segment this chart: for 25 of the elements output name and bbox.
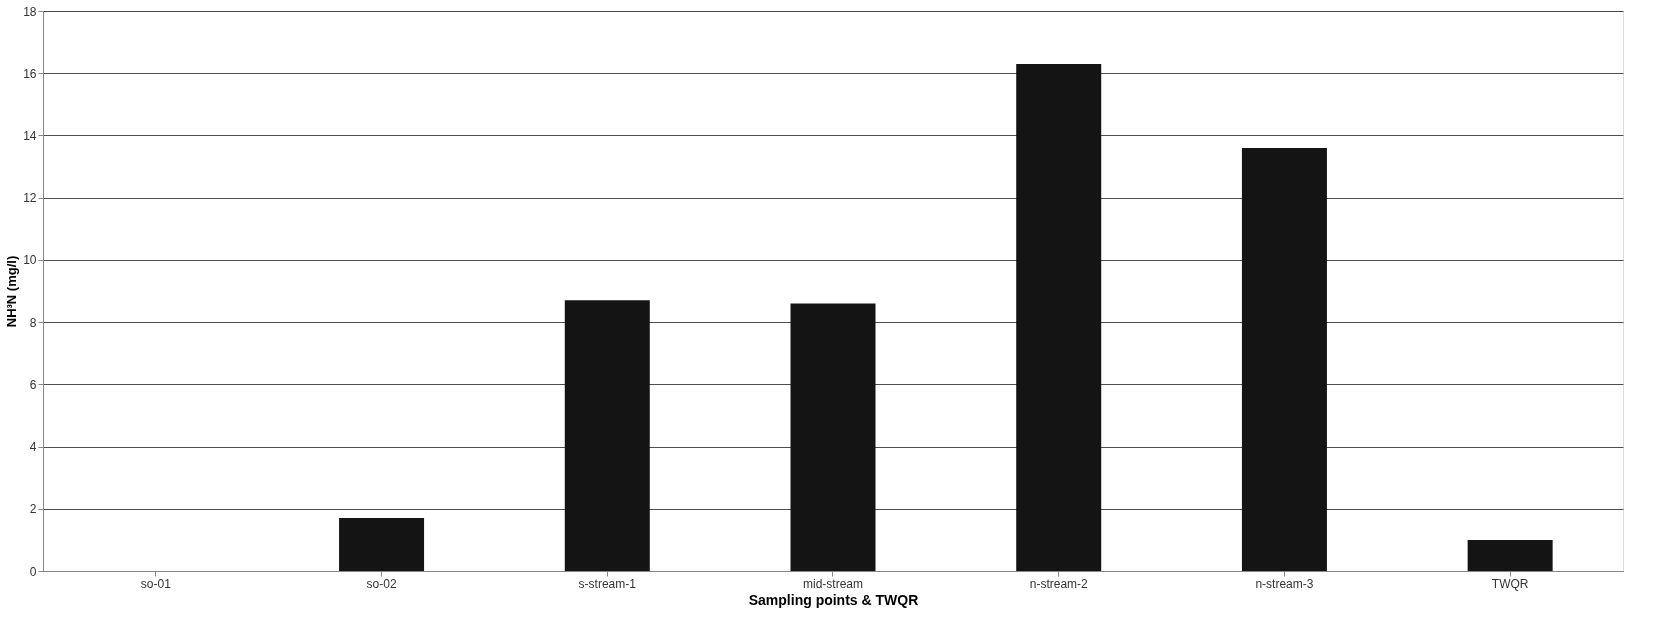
y-tick-label: 6 <box>29 377 37 392</box>
bar <box>1241 147 1327 571</box>
bar <box>564 300 650 571</box>
y-tick-label: 8 <box>29 315 37 330</box>
x-tick-label: mid-stream <box>802 576 864 591</box>
y-tick-label: 12 <box>23 191 37 206</box>
x-tick-label: so-02 <box>366 576 397 591</box>
x-tick-label: TWQR <box>1491 576 1529 591</box>
y-tick-label: 16 <box>23 66 37 81</box>
y-axis-title: NH³N (mg/l) <box>4 255 20 328</box>
x-tick-label: s-stream-1 <box>578 576 637 591</box>
bar <box>790 303 876 571</box>
y-tick-label: 18 <box>23 4 37 19</box>
y-tick-label: 10 <box>23 253 37 268</box>
y-tick-label: 14 <box>23 128 37 143</box>
y-tick-label: 4 <box>29 440 37 455</box>
x-tick-label: n-stream-2 <box>1029 576 1089 591</box>
x-tick-label: so-01 <box>140 576 172 591</box>
y-tick-label: 2 <box>29 502 37 517</box>
y-tick-label: 0 <box>29 564 37 579</box>
bar <box>1016 63 1102 571</box>
x-tick-label: n-stream-3 <box>1255 576 1314 591</box>
bar <box>1467 539 1553 571</box>
bar <box>339 518 425 571</box>
x-axis-title: Sampling points & TWQR <box>748 591 919 608</box>
